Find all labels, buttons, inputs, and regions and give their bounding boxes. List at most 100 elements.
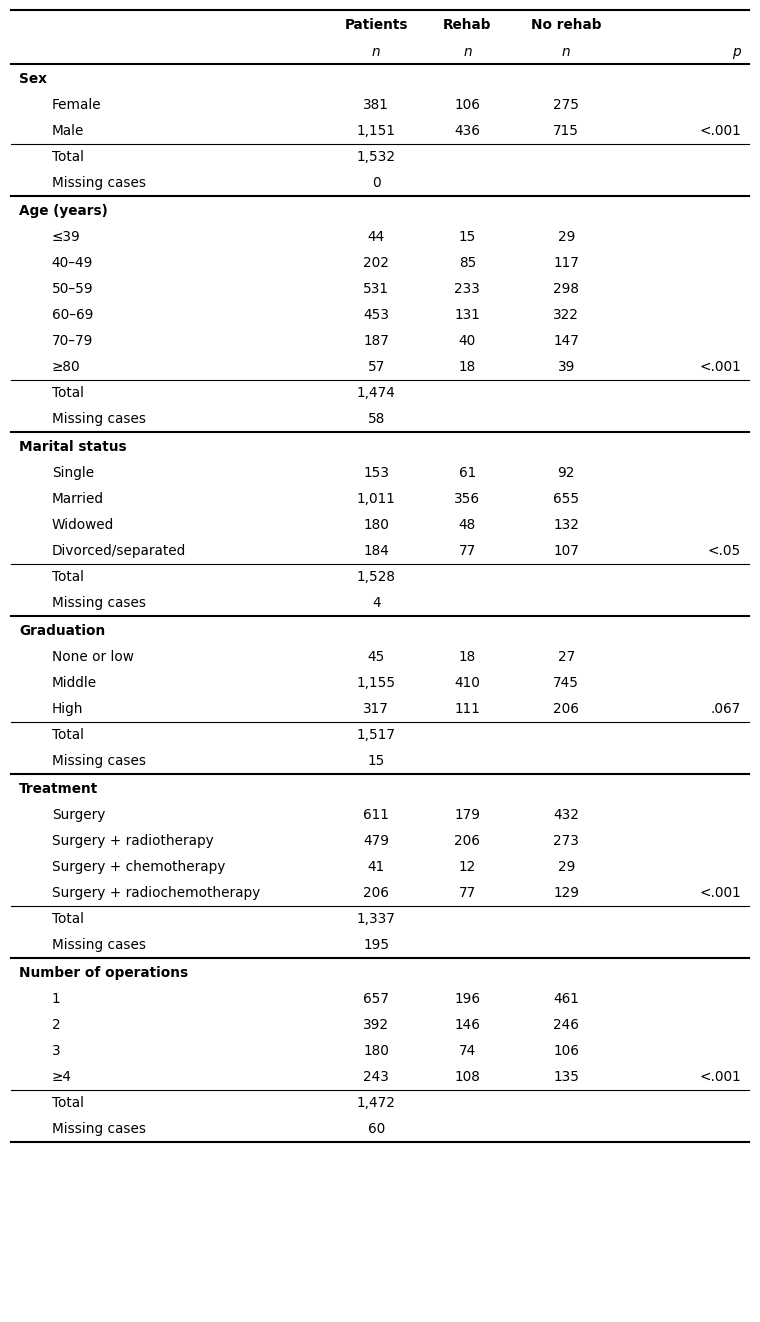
Text: 4: 4 [372,596,381,609]
Text: 1,472: 1,472 [356,1096,396,1110]
Text: Graduation: Graduation [19,624,105,639]
Text: 461: 461 [553,992,579,1006]
Text: 18: 18 [459,650,476,664]
Text: 29: 29 [558,230,575,245]
Text: Surgery + radiotherapy: Surgery + radiotherapy [52,834,214,847]
Text: <.05: <.05 [708,543,741,558]
Text: 108: 108 [454,1069,480,1084]
Text: Total: Total [52,149,84,164]
Text: 432: 432 [553,808,579,822]
Text: 206: 206 [553,702,579,717]
Text: 179: 179 [454,808,480,822]
Text: <.001: <.001 [699,360,741,374]
Text: n: n [463,45,472,59]
Text: 356: 356 [454,492,480,506]
Text: 15: 15 [459,230,476,245]
Text: 611: 611 [363,808,389,822]
Text: Single: Single [52,465,93,480]
Text: 27: 27 [558,650,575,664]
Text: Missing cases: Missing cases [52,596,146,609]
Text: .067: .067 [711,702,741,717]
Text: 317: 317 [363,702,389,717]
Text: 1,517: 1,517 [356,728,396,742]
Text: 0: 0 [372,176,381,190]
Text: Married: Married [52,492,103,506]
Text: 129: 129 [553,886,579,900]
Text: Middle: Middle [52,676,97,690]
Text: 12: 12 [459,861,476,874]
Text: 715: 715 [553,124,579,137]
Text: 92: 92 [558,465,575,480]
Text: Missing cases: Missing cases [52,754,146,768]
Text: Divorced/separated: Divorced/separated [52,543,186,558]
Text: 85: 85 [459,256,476,270]
Text: Total: Total [52,570,84,584]
Text: Number of operations: Number of operations [19,966,188,981]
Text: 60–69: 60–69 [52,308,93,323]
Text: 57: 57 [368,360,385,374]
Text: 453: 453 [363,308,389,323]
Text: 117: 117 [553,256,579,270]
Text: 39: 39 [558,360,575,374]
Text: ≥80: ≥80 [52,360,81,374]
Text: 392: 392 [363,1018,389,1032]
Text: 131: 131 [454,308,480,323]
Text: Missing cases: Missing cases [52,176,146,190]
Text: 196: 196 [454,992,480,1006]
Text: 29: 29 [558,861,575,874]
Text: 61: 61 [459,465,476,480]
Text: n: n [562,45,571,59]
Text: Surgery: Surgery [52,808,105,822]
Text: n: n [372,45,381,59]
Text: 273: 273 [553,834,579,847]
Text: 479: 479 [363,834,389,847]
Text: 206: 206 [363,886,389,900]
Text: ≥4: ≥4 [52,1069,71,1084]
Text: 107: 107 [553,543,579,558]
Text: Rehab: Rehab [443,19,492,33]
Text: 58: 58 [368,412,385,426]
Text: 657: 657 [363,992,389,1006]
Text: Missing cases: Missing cases [52,1122,146,1136]
Text: 745: 745 [553,676,579,690]
Text: 1,532: 1,532 [356,149,396,164]
Text: 45: 45 [368,650,385,664]
Text: 77: 77 [459,886,476,900]
Text: Missing cases: Missing cases [52,412,146,426]
Text: 1,474: 1,474 [356,386,396,401]
Text: High: High [52,702,83,717]
Text: None or low: None or low [52,650,134,664]
Text: Total: Total [52,1096,84,1110]
Text: Sex: Sex [19,73,47,86]
Text: 15: 15 [368,754,385,768]
Text: Age (years): Age (years) [19,205,108,218]
Text: 48: 48 [459,518,476,531]
Text: 40: 40 [459,334,476,348]
Text: 1,528: 1,528 [356,570,396,584]
Text: 655: 655 [553,492,579,506]
Text: 410: 410 [454,676,480,690]
Text: 74: 74 [459,1044,476,1058]
Text: 187: 187 [363,334,389,348]
Text: Missing cases: Missing cases [52,939,146,952]
Text: p: p [733,45,741,59]
Text: 381: 381 [363,98,389,112]
Text: 246: 246 [553,1018,579,1032]
Text: 2: 2 [52,1018,60,1032]
Text: 111: 111 [454,702,480,717]
Text: 1,155: 1,155 [356,676,396,690]
Text: <.001: <.001 [699,124,741,137]
Text: 1,011: 1,011 [356,492,396,506]
Text: 1,151: 1,151 [356,124,396,137]
Text: 50–59: 50–59 [52,282,93,296]
Text: Total: Total [52,912,84,925]
Text: 40–49: 40–49 [52,256,93,270]
Text: Total: Total [52,728,84,742]
Text: <.001: <.001 [699,1069,741,1084]
Text: 195: 195 [363,939,389,952]
Text: Female: Female [52,98,101,112]
Text: 60: 60 [368,1122,385,1136]
Text: 1: 1 [52,992,60,1006]
Text: 106: 106 [454,98,480,112]
Text: 3: 3 [52,1044,60,1058]
